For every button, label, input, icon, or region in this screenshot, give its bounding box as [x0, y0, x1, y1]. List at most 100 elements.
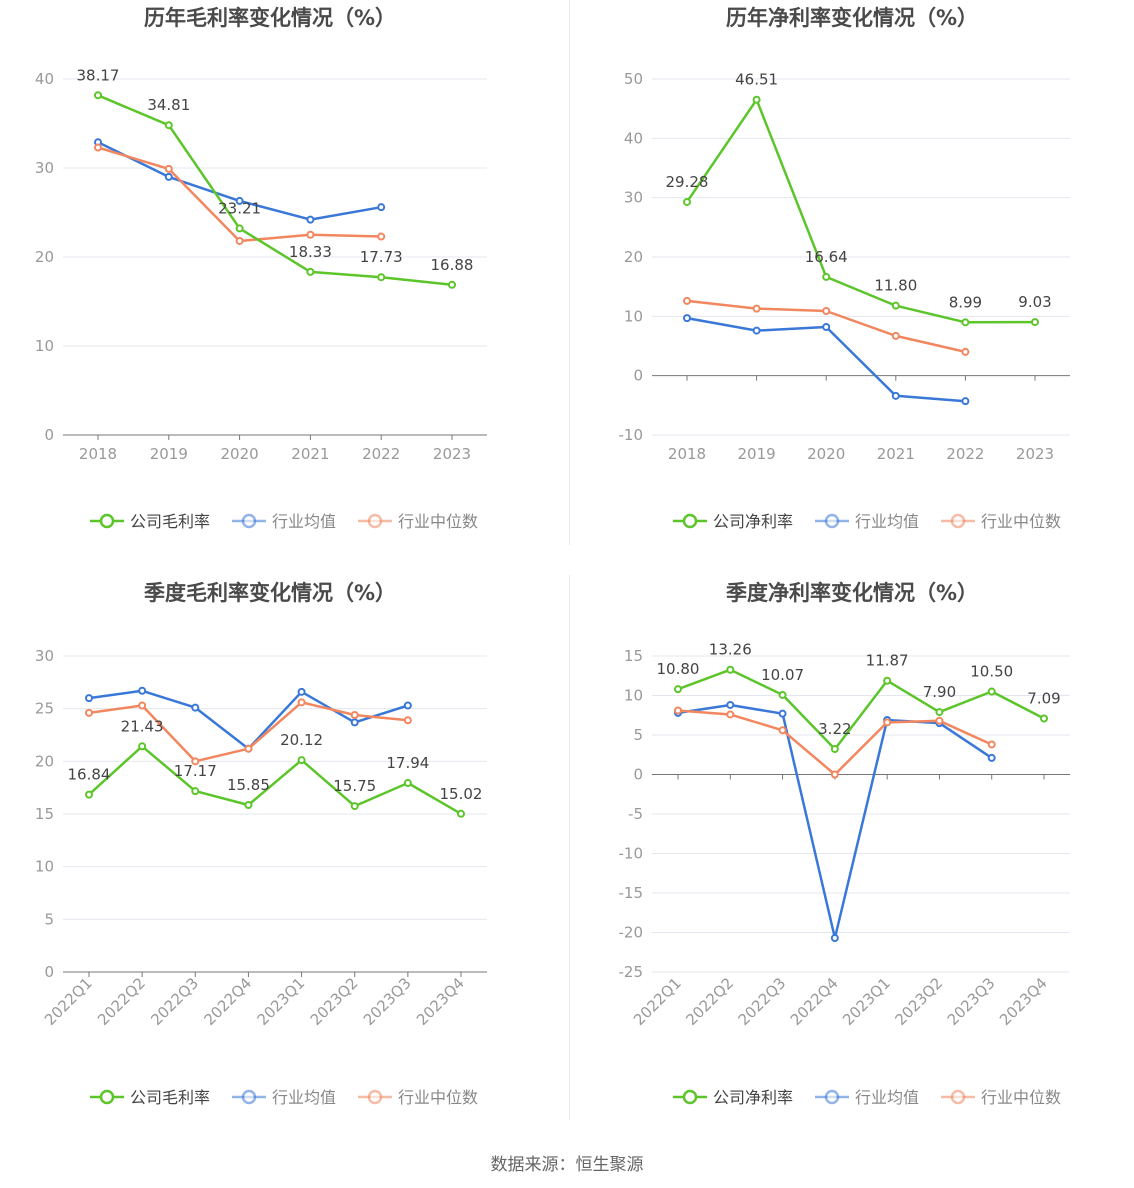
x-tick-label: 2019 [150, 445, 188, 463]
legend-marker-icon [682, 513, 698, 529]
legend-marker-icon [950, 1089, 966, 1105]
x-tick-label: 2021 [291, 445, 329, 463]
data-label: 8.99 [949, 293, 982, 311]
legend-item-avg[interactable]: 行业均值 [232, 1088, 336, 1107]
legend-label: 公司净利率 [713, 1088, 793, 1107]
legend-label: 行业中位数 [398, 1088, 478, 1107]
data-point-avg [138, 686, 147, 695]
data-label: 46.51 [735, 71, 778, 89]
data-point-company [235, 224, 244, 233]
data-point-company [85, 790, 93, 799]
x-tick-label: 2022 [362, 445, 400, 463]
data-point-company [1031, 318, 1039, 327]
legend-marker-icon [824, 513, 840, 529]
chart-title: 历年净利率变化情况（%） [726, 6, 978, 30]
legend-item-median[interactable]: 行业中位数 [358, 512, 478, 531]
data-point-company [830, 745, 839, 754]
x-tick-label: 2018 [668, 445, 706, 463]
x-tick-label: 2023Q1 [254, 974, 309, 1029]
x-tick-label: 2022Q2 [94, 974, 149, 1029]
data-label: 11.87 [866, 652, 909, 670]
data-point-company [822, 272, 831, 281]
legend-item-company[interactable]: 公司净利率 [673, 1088, 793, 1107]
legend-marker-icon [682, 1089, 698, 1105]
legend-label: 行业中位数 [981, 1088, 1061, 1107]
x-tick-label: 2022Q1 [630, 974, 685, 1029]
data-label: 17.94 [386, 754, 429, 772]
x-tick-label: 2023 [433, 445, 471, 463]
legend-item-median[interactable]: 行业中位数 [941, 512, 1061, 531]
y-tick-label: 15 [35, 805, 54, 823]
data-point-company [726, 665, 735, 674]
y-tick-label: 10 [35, 337, 54, 355]
data-point-median [752, 304, 761, 313]
legend-marker-icon [99, 513, 115, 529]
x-tick-label: 2023Q2 [307, 974, 362, 1029]
y-tick-label: 5 [44, 910, 54, 928]
series-line-company [677, 668, 1045, 751]
data-point-median [778, 726, 787, 735]
vertical-divider-bottom [569, 575, 570, 1120]
data-point-company [752, 95, 761, 104]
legend-item-company[interactable]: 公司毛利率 [90, 512, 210, 531]
data-point-avg [306, 215, 315, 224]
data-label: 10.50 [970, 663, 1013, 681]
legend-marker-icon [367, 1089, 383, 1105]
legend-marker-icon [824, 1089, 840, 1105]
data-point-company [935, 708, 944, 717]
data-point-median [883, 718, 892, 727]
y-tick-label: -10 [619, 426, 644, 444]
legend-label: 行业均值 [272, 512, 336, 531]
data-point-median [403, 716, 412, 725]
data-point-avg [752, 326, 761, 335]
x-tick-label: 2023Q2 [891, 974, 946, 1029]
data-point-median [674, 706, 682, 715]
legend-item-company[interactable]: 公司净利率 [673, 512, 793, 531]
legend-label: 行业中位数 [981, 512, 1061, 531]
data-point-company [683, 197, 691, 206]
data-label: 11.80 [874, 277, 917, 295]
legend-item-company[interactable]: 公司毛利率 [90, 1088, 210, 1107]
series-line-company [97, 94, 453, 287]
data-point-median [306, 230, 315, 239]
data-label: 9.03 [1018, 293, 1051, 311]
chart-title: 季度毛利率变化情况（%） [144, 581, 396, 605]
y-tick-label: 25 [35, 700, 54, 718]
data-point-company [891, 301, 900, 310]
x-tick-label: 2022Q1 [41, 974, 96, 1029]
legend-item-avg[interactable]: 行业均值 [232, 512, 336, 531]
data-point-company [457, 809, 465, 818]
data-point-company [778, 690, 787, 699]
data-point-median [297, 698, 306, 707]
data-label: 16.64 [805, 248, 848, 266]
y-tick-label: 30 [35, 159, 54, 177]
data-point-company [244, 801, 253, 810]
legend-marker-icon [99, 1089, 115, 1105]
y-tick-label: -15 [619, 884, 644, 902]
series-line-company [685, 98, 1036, 324]
data-label: 15.75 [333, 777, 376, 795]
legend-label: 公司净利率 [713, 512, 793, 531]
data-point-median [235, 236, 244, 245]
x-tick-label: 2023Q3 [360, 974, 415, 1029]
legend-item-avg[interactable]: 行业均值 [815, 512, 919, 531]
x-tick-label: 2023Q4 [413, 974, 468, 1029]
data-point-avg [403, 701, 412, 710]
x-tick-label: 2019 [738, 445, 776, 463]
data-point-avg [987, 753, 996, 762]
y-tick-label: -20 [619, 924, 644, 942]
data-point-median [935, 716, 944, 725]
y-tick-label: 0 [44, 426, 54, 444]
legend-item-avg[interactable]: 行业均值 [815, 1088, 919, 1107]
y-tick-label: 10 [624, 307, 643, 325]
data-label: 15.85 [227, 776, 270, 794]
legend-item-median[interactable]: 行业中位数 [941, 1088, 1061, 1107]
data-point-avg [191, 703, 200, 712]
x-tick-label: 2022Q2 [682, 974, 737, 1029]
legend-item-median[interactable]: 行业中位数 [358, 1088, 478, 1107]
y-tick-label: 40 [35, 70, 54, 88]
x-tick-label: 2022Q3 [735, 974, 790, 1029]
data-label: 20.12 [280, 731, 323, 749]
legend-label: 公司毛利率 [130, 1088, 210, 1107]
chart-quarterly-net: 季度净利率变化情况（%）-25-20-15-10-50510152022Q120… [619, 581, 1070, 1107]
